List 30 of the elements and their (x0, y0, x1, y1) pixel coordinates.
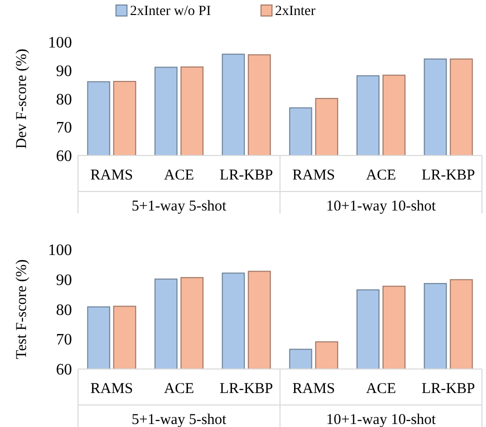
y-tick-label: 90 (56, 62, 72, 80)
x-tick-label: ACE (164, 381, 194, 397)
x-tick-label: RAMS (292, 168, 335, 184)
x-tick-label: ACE (164, 168, 194, 184)
x-tick-label: RAMS (90, 381, 133, 397)
x-tick-label: LR-KBP (422, 168, 476, 184)
y-axis-title: Dev F-score (%) (14, 48, 30, 149)
x-tick-label: LR-KBP (422, 381, 476, 397)
text: 5+1-way 5-shot (132, 198, 228, 214)
x-tick-label: RAMS (90, 168, 133, 184)
y-tick-label: 60 (56, 362, 72, 379)
x-tick-label: LR-KBP (220, 168, 274, 184)
text: 10+1-way 10-shot (326, 198, 437, 214)
y-tick-label: 80 (56, 302, 72, 319)
text: 5+1-way 5-shot (132, 412, 228, 427)
x-tick-label: LR-KBP (220, 381, 274, 397)
legend-label: 2xInter w/o PI (130, 4, 212, 19)
text: 10+1-way 10-shot (326, 412, 437, 427)
y-tick-label: 60 (56, 148, 72, 166)
y-tick-label: 70 (56, 332, 72, 349)
y-tick-label: 90 (56, 272, 72, 289)
y-tick-label: 70 (56, 120, 72, 137)
y-tick-label: 80 (56, 91, 72, 108)
x-tick-label: ACE (366, 168, 396, 184)
y-axis-title: Test F-score (%) (14, 259, 30, 360)
y-tick-label: 100 (48, 34, 72, 52)
x-tick-label: RAMS (292, 381, 335, 397)
y-tick-label: 100 (48, 242, 72, 260)
legend-label: 2xInter (275, 4, 316, 19)
x-tick-label: ACE (366, 381, 396, 397)
